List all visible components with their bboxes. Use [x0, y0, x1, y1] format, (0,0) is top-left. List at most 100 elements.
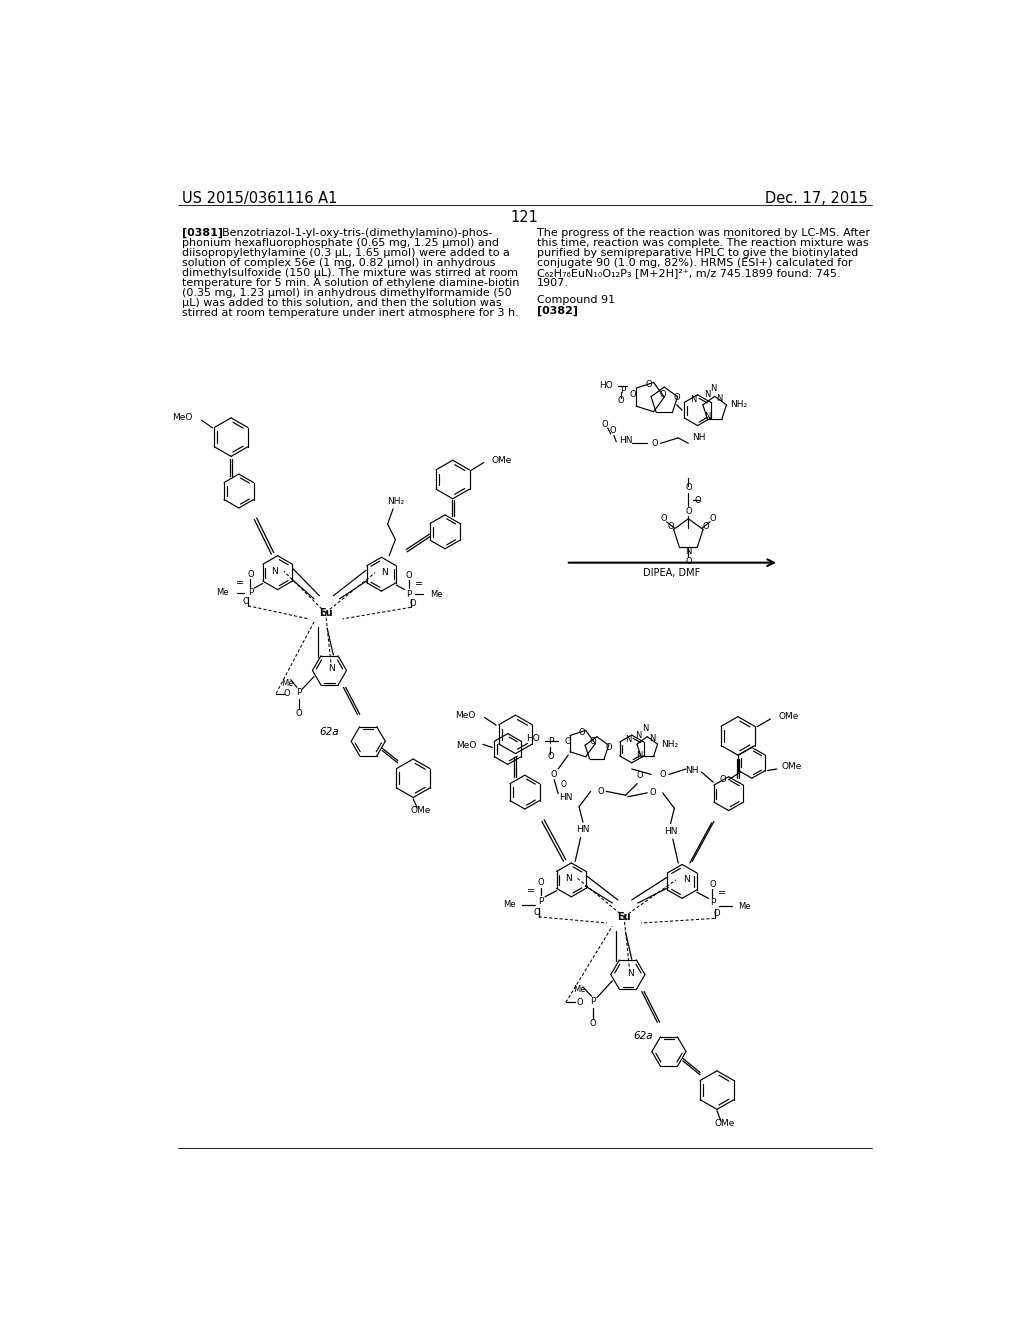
Text: P: P	[539, 898, 544, 906]
Text: O: O	[601, 420, 608, 429]
Text: N: N	[381, 568, 388, 577]
Text: P: P	[590, 997, 596, 1006]
Text: DIPEA, DMF: DIPEA, DMF	[643, 569, 700, 578]
Text: N: N	[716, 395, 723, 403]
Text: 1907.: 1907.	[537, 277, 568, 288]
Text: O: O	[534, 908, 540, 916]
Text: Dec. 17, 2015: Dec. 17, 2015	[765, 191, 867, 206]
Text: O: O	[295, 709, 302, 718]
Text: HN: HN	[620, 436, 633, 445]
Text: O: O	[649, 788, 656, 797]
Text: O: O	[702, 521, 709, 531]
Text: Me: Me	[430, 590, 442, 599]
Text: N: N	[685, 546, 691, 556]
Text: 62a: 62a	[634, 1031, 653, 1041]
Text: O: O	[660, 515, 667, 523]
Text: conjugate 90 (1.0 mg, 82%). HRMS (ESI+) calculated for: conjugate 90 (1.0 mg, 82%). HRMS (ESI+) …	[537, 257, 852, 268]
Text: NH₂: NH₂	[387, 496, 403, 506]
Text: =: =	[719, 888, 726, 898]
Text: HN: HN	[577, 825, 590, 834]
Text: N: N	[703, 412, 710, 421]
Text: NH₂: NH₂	[730, 400, 748, 408]
Text: MeO: MeO	[455, 710, 475, 719]
Text: O: O	[565, 737, 571, 746]
Text: O: O	[668, 521, 675, 531]
Text: N: N	[642, 725, 649, 734]
Text: diisopropylethylamine (0.3 μL, 1.65 μmol) were added to a: diisopropylethylamine (0.3 μL, 1.65 μmol…	[182, 248, 510, 257]
Text: O: O	[551, 770, 557, 779]
Text: μL) was added to this solution, and then the solution was: μL) was added to this solution, and then…	[182, 298, 502, 308]
Text: O: O	[597, 787, 604, 796]
Text: O: O	[284, 689, 290, 698]
Text: O: O	[651, 438, 658, 447]
Text: (0.35 mg, 1.23 μmol) in anhydrous dimethylformamide (50: (0.35 mg, 1.23 μmol) in anhydrous dimeth…	[182, 288, 512, 298]
Text: The progress of the reaction was monitored by LC-MS. After: The progress of the reaction was monitor…	[537, 227, 869, 238]
Text: 62a: 62a	[319, 727, 339, 737]
Text: O: O	[406, 572, 412, 581]
Text: N: N	[271, 566, 278, 576]
Text: O: O	[636, 771, 643, 780]
Text: O: O	[714, 909, 720, 919]
Text: Me: Me	[738, 902, 751, 911]
Text: HO: HO	[599, 381, 612, 389]
Text: solution of complex 56e (1 mg, 0.82 μmol) in anhydrous: solution of complex 56e (1 mg, 0.82 μmol…	[182, 257, 496, 268]
Text: Benzotriazol-1-yl-oxy-tris-(dimethylamino)-phos-: Benzotriazol-1-yl-oxy-tris-(dimethylamin…	[215, 227, 493, 238]
Text: HN: HN	[559, 793, 572, 803]
Text: O: O	[605, 743, 611, 752]
Text: Me: Me	[281, 678, 293, 688]
Text: N: N	[690, 395, 697, 404]
Text: Me: Me	[573, 986, 586, 994]
Text: P: P	[548, 737, 553, 746]
Text: Compound 91: Compound 91	[537, 296, 614, 305]
Text: O: O	[685, 507, 691, 516]
Text: O: O	[579, 727, 585, 737]
Text: temperature for 5 min. A solution of ethylene diamine-biotin: temperature for 5 min. A solution of eth…	[182, 277, 519, 288]
Text: Me: Me	[216, 589, 228, 597]
Text: [0381]: [0381]	[182, 227, 223, 238]
Text: N: N	[627, 969, 634, 978]
Text: O: O	[547, 752, 554, 762]
Text: Me: Me	[503, 900, 515, 909]
Text: O: O	[659, 770, 666, 779]
Text: O: O	[590, 1019, 596, 1028]
Text: OMe: OMe	[411, 807, 431, 814]
Text: OMe: OMe	[715, 1119, 735, 1127]
Text: O: O	[645, 380, 652, 388]
Text: =: =	[527, 887, 536, 896]
Text: O: O	[630, 391, 637, 399]
Text: O: O	[243, 598, 249, 606]
Text: N: N	[649, 734, 655, 743]
Text: N: N	[565, 874, 571, 883]
Text: Eu: Eu	[318, 607, 333, 618]
Text: MeO: MeO	[172, 413, 193, 422]
Text: N: N	[636, 751, 643, 759]
Text: HO: HO	[526, 734, 541, 743]
Text: O: O	[709, 880, 716, 888]
Text: P: P	[248, 589, 253, 597]
Text: O: O	[674, 392, 680, 401]
Text: N: N	[683, 875, 689, 884]
Text: O: O	[710, 515, 717, 523]
Text: O: O	[659, 391, 666, 399]
Text: O: O	[720, 775, 726, 784]
Text: O: O	[410, 599, 417, 609]
Text: P: P	[296, 688, 301, 697]
Text: P: P	[406, 590, 412, 599]
Text: stirred at room temperature under inert atmosphere for 3 h.: stirred at room temperature under inert …	[182, 308, 519, 318]
Text: this time, reaction was complete. The reaction mixture was: this time, reaction was complete. The re…	[537, 238, 868, 248]
Text: dimethylsulfoxide (150 μL). The mixture was stirred at room: dimethylsulfoxide (150 μL). The mixture …	[182, 268, 518, 277]
Text: OMe: OMe	[781, 762, 802, 771]
Text: US 2015/0361116 A1: US 2015/0361116 A1	[182, 191, 337, 206]
Text: =: =	[237, 578, 245, 587]
Text: O: O	[617, 396, 625, 405]
Text: P: P	[710, 899, 715, 907]
Text: O: O	[247, 570, 254, 578]
Text: O: O	[577, 998, 583, 1007]
Text: O: O	[590, 737, 596, 746]
Text: N: N	[635, 731, 641, 739]
Text: O: O	[609, 426, 615, 436]
Text: NH₂: NH₂	[662, 741, 678, 748]
Text: MeO: MeO	[457, 741, 477, 750]
Text: O: O	[538, 879, 545, 887]
Text: NH: NH	[685, 766, 699, 775]
